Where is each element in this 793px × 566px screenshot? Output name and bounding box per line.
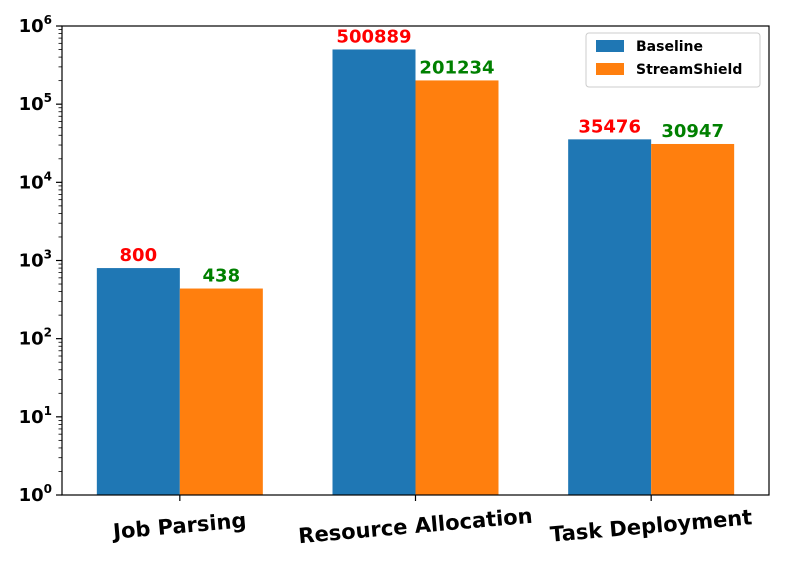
bar-value-label: 500889 [336, 26, 411, 47]
bar-value-label: 800 [120, 245, 158, 266]
y-tick-label: 100 [19, 482, 52, 506]
bar-value-label: 201234 [419, 57, 494, 78]
x-category-label: Task Deployment [549, 505, 753, 547]
legend: Baseline StreamShield [585, 32, 761, 88]
y-tick-label: 105 [19, 91, 52, 115]
legend-label: StreamShield [636, 62, 742, 78]
bar-baseline-resource-allocation [332, 49, 416, 495]
bar-baseline-task-deployment [568, 139, 652, 495]
y-tick-label: 102 [19, 326, 52, 350]
value-labels-layer: 800 438 500889 201234 35476 30947 [120, 26, 724, 286]
legend-label: Baseline [636, 39, 703, 55]
x-category-label: Resource Allocation [297, 504, 533, 548]
legend-swatch [596, 63, 624, 75]
x-category-label: Job Parsing [110, 508, 247, 544]
bar-streamshield-resource-allocation [415, 80, 499, 496]
bars-layer [96, 49, 735, 496]
legend-box [585, 32, 761, 88]
y-tick-label: 106 [19, 13, 52, 37]
bar-streamshield-task-deployment [651, 143, 735, 495]
bar-value-label: 35476 [578, 116, 641, 137]
bar-baseline-job-parsing [96, 268, 180, 495]
y-tick-label: 104 [19, 169, 52, 193]
y-tick-label: 101 [19, 404, 52, 428]
x-axis: Job Parsing Resource Allocation Task Deplo… [110, 495, 753, 548]
legend-swatch [596, 40, 624, 52]
bar-value-label: 30947 [661, 121, 724, 142]
y-tick-label: 103 [19, 248, 52, 272]
bar-value-label: 438 [203, 266, 241, 287]
bar-streamshield-job-parsing [179, 288, 263, 495]
y-axis: 100 101 102 103 104 105 106 [19, 13, 62, 506]
